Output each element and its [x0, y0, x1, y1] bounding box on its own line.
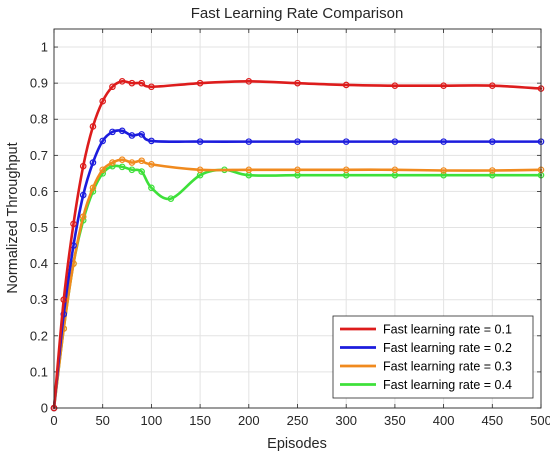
- data-point: [391, 138, 399, 145]
- data-point: [60, 296, 68, 304]
- y-tick-label: 0.8: [30, 112, 48, 127]
- data-point: [89, 159, 97, 166]
- y-tick-label: 0.9: [30, 76, 48, 91]
- legend-label-4: Fast learning rate = 0.4: [383, 378, 512, 392]
- chart-title: Fast Learning Rate Comparison: [191, 5, 404, 22]
- data-point: [128, 79, 136, 87]
- data-point: [245, 166, 253, 174]
- x-tick-label: 50: [95, 413, 109, 428]
- data-point: [128, 159, 136, 166]
- legend-label-1: Fast learning rate = 0.1: [383, 323, 512, 337]
- data-point: [391, 82, 399, 89]
- data-point: [79, 213, 87, 220]
- data-point: [79, 191, 87, 199]
- data-point: [342, 81, 350, 89]
- data-point: [196, 138, 204, 145]
- data-point: [109, 83, 116, 91]
- data-point: [118, 78, 126, 85]
- data-point: [118, 127, 126, 135]
- data-point: [391, 166, 399, 174]
- data-point: [488, 82, 496, 89]
- series-line-3: [52, 158, 543, 410]
- y-axis-title: Normalized Throughput: [5, 142, 21, 293]
- data-point: [99, 166, 107, 174]
- data-point: [99, 97, 107, 105]
- y-tick-label: 0.2: [30, 328, 48, 343]
- axes-box: [53, 28, 542, 409]
- data-point: [440, 82, 447, 89]
- data-point: [89, 184, 97, 192]
- data-point: [148, 184, 155, 192]
- y-tick-label: 0.5: [30, 220, 48, 235]
- data-point: [109, 128, 116, 136]
- data-point: [70, 220, 77, 228]
- x-tick-label: 0: [50, 413, 57, 428]
- x-tick-label: 150: [189, 413, 211, 428]
- series-line-1: [52, 79, 543, 410]
- data-point: [294, 79, 301, 87]
- legend-label-3: Fast learning rate = 0.3: [383, 360, 512, 374]
- y-tick-label: 0.3: [30, 292, 48, 307]
- data-point: [196, 166, 204, 174]
- y-tick-label: 0.7: [30, 148, 48, 163]
- data-point: [138, 131, 145, 138]
- data-point: [440, 171, 447, 179]
- x-tick-label: 200: [238, 413, 260, 428]
- x-tick-label: 100: [141, 413, 163, 428]
- data-point: [196, 79, 204, 87]
- data-point: [118, 156, 126, 163]
- data-point: [148, 161, 155, 168]
- y-tick-label: 0.6: [30, 184, 48, 199]
- data-point: [79, 162, 87, 170]
- data-point: [440, 138, 447, 145]
- data-point: [128, 166, 136, 174]
- data-point: [245, 138, 253, 145]
- data-point: [138, 168, 145, 175]
- data-point: [99, 137, 107, 145]
- data-point: [148, 83, 155, 91]
- data-point: [342, 138, 350, 145]
- data-point: [167, 195, 175, 202]
- data-point: [128, 132, 136, 139]
- x-tick-label: 350: [384, 413, 406, 428]
- y-tick-label: 0.4: [30, 256, 48, 271]
- series-line-2: [52, 129, 543, 410]
- x-axis-title: Episodes: [267, 436, 327, 452]
- x-tick-label: 450: [481, 413, 503, 428]
- data-point: [138, 157, 145, 165]
- data-point: [138, 79, 145, 87]
- x-tick-label: 400: [433, 413, 455, 428]
- y-tick-label: 0: [41, 401, 48, 416]
- data-point: [342, 166, 350, 174]
- data-point: [118, 163, 126, 171]
- y-tick-label: 0.1: [30, 364, 48, 379]
- data-point: [294, 166, 301, 174]
- data-point: [488, 167, 496, 174]
- series-3: [50, 156, 545, 412]
- data-point: [245, 78, 253, 85]
- x-tick-label: 500: [530, 413, 550, 428]
- legend: Fast learning rate = 0.1 Fast learning ra…: [332, 315, 534, 399]
- x-tick-label: 300: [335, 413, 357, 428]
- data-point: [294, 138, 301, 145]
- data-point: [488, 171, 496, 179]
- data-point: [148, 137, 155, 145]
- data-point: [488, 138, 496, 145]
- data-point: [440, 167, 447, 174]
- x-tick-label: 250: [287, 413, 309, 428]
- legend-label-2: Fast learning rate = 0.2: [383, 341, 512, 355]
- data-point: [89, 123, 97, 130]
- series-1: [50, 78, 545, 412]
- data-point: [109, 159, 116, 166]
- y-tick-label: 1: [41, 40, 48, 55]
